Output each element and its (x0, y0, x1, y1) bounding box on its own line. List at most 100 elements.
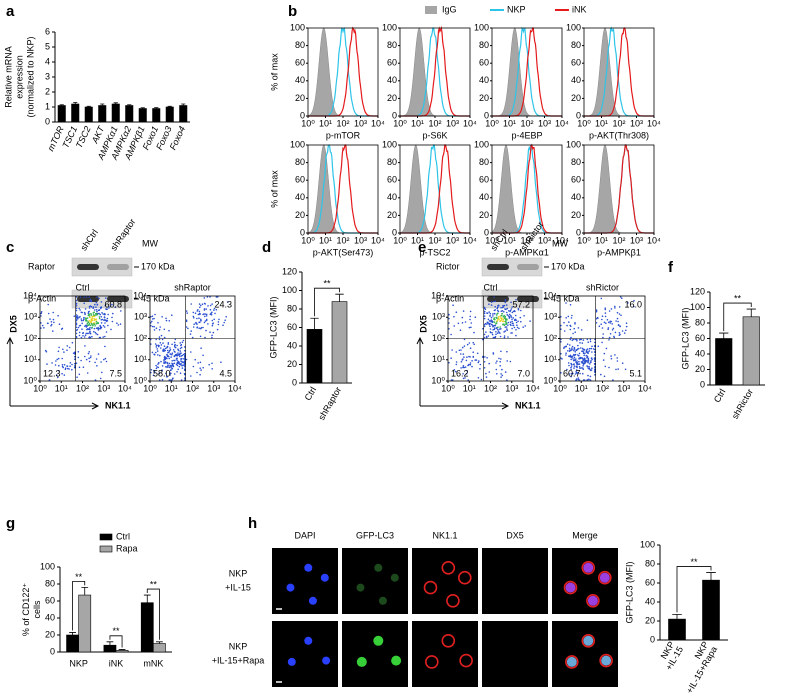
x-tick-label: 10¹ (411, 118, 424, 128)
event-dot (594, 338, 596, 341)
y-tick-label: 60 (387, 175, 397, 185)
event-dot (618, 332, 621, 334)
event-dot (184, 368, 186, 371)
event-dot (79, 296, 82, 298)
event-dot (161, 365, 164, 367)
event-dot (169, 374, 171, 376)
event-dot (215, 308, 218, 311)
quadrant-label: 16.0 (624, 299, 642, 309)
event-dot (158, 336, 161, 338)
mw-label: 170 kDa (551, 261, 585, 271)
event-dot (594, 341, 596, 344)
event-dot (514, 318, 516, 321)
event-dot (163, 362, 165, 365)
event-dot (565, 317, 567, 319)
error-bar (167, 105, 172, 107)
y-tick-label: 0 (650, 634, 655, 644)
event-dot (50, 323, 53, 326)
event-dot (185, 320, 188, 323)
error-bar (310, 317, 319, 330)
event-dot (573, 327, 575, 330)
event-dot (174, 359, 176, 362)
event-dot (176, 344, 178, 347)
event-dot (600, 297, 603, 300)
event-dot (76, 376, 78, 379)
event-dot (560, 352, 562, 355)
event-dot (582, 362, 584, 364)
event-dot (179, 347, 182, 350)
event-dot (88, 310, 90, 313)
event-dot (593, 360, 596, 362)
y-tick-label: 40 (571, 192, 581, 202)
merge-fill (565, 582, 576, 593)
event-dot (570, 336, 572, 339)
event-dot (507, 336, 509, 338)
histogram-title: p-S6K (422, 130, 447, 140)
significance-label: ** (150, 579, 158, 589)
event-dot (499, 320, 501, 323)
event-dot (51, 362, 53, 364)
event-dot (625, 325, 628, 328)
event-dot (583, 354, 585, 357)
event-dot (452, 304, 454, 307)
event-dot (100, 319, 103, 321)
event-dot (75, 309, 78, 312)
event-dot (97, 321, 99, 324)
event-dot (578, 379, 581, 381)
event-dot (633, 305, 635, 308)
x-tick-label: 10² (336, 235, 349, 245)
x-tick-label: 10² (612, 118, 625, 128)
event-dot (460, 367, 462, 369)
event-dot (179, 355, 181, 358)
y-tick-label: 10³ (432, 312, 445, 322)
event-dot (183, 364, 185, 367)
event-dot (50, 321, 53, 323)
event-dot (609, 322, 611, 324)
y-tick-label: 100 (474, 22, 489, 32)
event-dot (487, 335, 490, 337)
event-dot (197, 362, 199, 364)
merge-fill (587, 595, 598, 606)
event-dot (93, 317, 95, 320)
x-tick-label: 10⁴ (555, 118, 569, 128)
event-dot (157, 366, 160, 369)
event-dot (576, 360, 578, 362)
event-dot (490, 323, 493, 326)
y-tick-label: 40 (387, 192, 397, 202)
event-dot (100, 322, 103, 324)
y-tick-label: 40 (695, 348, 705, 358)
event-dot (561, 358, 563, 360)
event-dot (84, 308, 87, 310)
event-dot (484, 308, 487, 311)
event-dot (570, 368, 572, 371)
y-tick-label: 40 (295, 75, 305, 85)
histogram-curve (584, 144, 654, 234)
event-dot (181, 354, 184, 357)
event-dot (176, 371, 178, 373)
event-dot (160, 334, 163, 337)
event-dot (95, 309, 98, 311)
event-dot (47, 312, 50, 315)
event-dot (524, 325, 526, 327)
event-dot (499, 365, 502, 367)
event-dot (560, 338, 562, 341)
y-tick-label: 0 (576, 227, 581, 237)
event-dot (62, 366, 64, 369)
x-tick-label: 10¹ (165, 383, 178, 393)
event-dot (90, 306, 93, 308)
event-dot (75, 319, 78, 321)
event-dot (617, 368, 619, 370)
y-tick-label: 0 (300, 110, 305, 120)
event-dot (448, 328, 450, 330)
event-dot (202, 313, 204, 316)
event-dot (81, 322, 83, 325)
event-dot (483, 310, 486, 313)
event-dot (462, 373, 464, 375)
event-dot (151, 320, 153, 323)
event-dot (56, 358, 58, 361)
event-dot (84, 355, 86, 358)
event-dot (199, 306, 201, 309)
event-dot (511, 327, 513, 330)
event-dot (576, 362, 579, 364)
x-tick-label: 10³ (446, 235, 459, 245)
